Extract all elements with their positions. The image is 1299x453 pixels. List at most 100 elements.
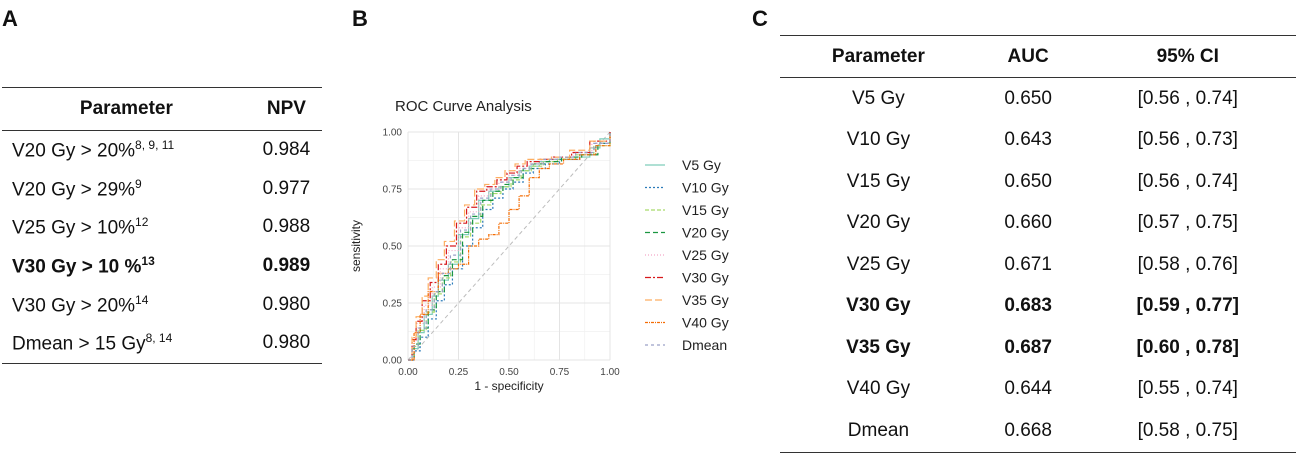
y-tick-label: 0.25 [383, 299, 403, 310]
header-ci: 95% CI [1079, 35, 1296, 78]
row-npv: 0.980 [250, 323, 322, 364]
panel-label-a: A [2, 6, 18, 31]
row-param: V30 Gy > 10 % [12, 256, 142, 278]
x-tick-label: 0.00 [398, 367, 418, 378]
row-param: V15 Gy [846, 170, 911, 192]
legend-label: V25 Gy [682, 247, 729, 263]
row-ref: 8, 14 [145, 331, 173, 346]
roc-chart: 0.000.00 0.25 0.25 0.50 0.50 0.75 0.75 1.00 1.00… [349, 98, 729, 393]
table-row: V40 Gy 0.644 [0.55 , 0.74] [780, 369, 1296, 411]
row-auc: 0.668 [976, 410, 1080, 453]
roc-series-v15-gy [408, 132, 611, 361]
row-auc: 0.643 [1004, 129, 1052, 151]
row-param: V20 Gy > 20% [12, 140, 136, 162]
row-npv: 0.980 [262, 293, 311, 315]
y-axis-label: sensitivity [349, 220, 363, 272]
panel-label-c: C [752, 6, 768, 31]
row-ci: [0.58 , 0.75] [1079, 410, 1296, 453]
header-parameter: Parameter [780, 35, 977, 78]
row-auc: 0.687 [1004, 336, 1052, 358]
row-ci: [0.55 , 0.74] [1137, 378, 1238, 400]
row-ref: 9 [135, 176, 142, 191]
legend-label: V10 Gy [682, 180, 729, 196]
legend-label: V30 Gy [682, 270, 729, 286]
row-npv: 0.989 [262, 255, 311, 277]
npv-table-header: Parameter NPV [2, 87, 322, 131]
x-axis-label: 1 - specificity [474, 379, 543, 393]
row-auc: 0.644 [1004, 378, 1052, 400]
header-parameter: Parameter [2, 87, 251, 131]
auc-table: Parameter AUC 95% CI V5 Gy 0.650 [0.56 , 0… [780, 35, 1296, 453]
row-auc: 0.650 [1004, 87, 1052, 109]
row-auc: 0.650 [1004, 170, 1052, 192]
table-row: V30 Gy > 10 %13 0.989 [2, 247, 322, 286]
legend-label: V35 Gy [682, 292, 729, 308]
row-param: V30 Gy > 20% [12, 294, 136, 316]
row-auc: 0.660 [1004, 212, 1052, 234]
table-row: Dmean 0.668 [0.58 , 0.75] [780, 410, 1296, 453]
y-tick-label: 0.00 [383, 356, 403, 367]
table-row: V10 Gy 0.643 [0.56 , 0.73] [780, 120, 1296, 162]
roc-series-v40-gy [408, 132, 611, 361]
row-ci: [0.57 , 0.75] [1137, 212, 1238, 234]
row-param: V35 Gy [846, 336, 911, 358]
row-param: V25 Gy > 10% [12, 217, 136, 239]
table-row: V25 Gy 0.671 [0.58 , 0.76] [780, 244, 1296, 286]
row-ci: [0.60 , 0.78] [1136, 336, 1239, 358]
table-row: V20 Gy > 20%8, 9, 11 0.984 [2, 131, 322, 170]
row-npv: 0.984 [262, 139, 311, 161]
row-param: V20 Gy > 29% [12, 179, 136, 201]
npv-table: Parameter NPV V20 Gy > 20%8, 9, 11 0.984 … [2, 87, 322, 364]
table-row: Dmean > 15 Gy8, 14 0.980 [2, 323, 322, 364]
table-row: V20 Gy > 29%9 0.977 [2, 170, 322, 209]
table-row: V30 Gy 0.683 [0.59 , 0.77] [780, 286, 1296, 328]
row-ci: [0.59 , 0.77] [1136, 295, 1239, 317]
panel-label-b: B [352, 6, 368, 31]
legend-label: V5 Gy [682, 157, 721, 173]
roc-series-v30-gy [408, 132, 611, 361]
row-ref: 13 [141, 253, 155, 268]
row-auc: 0.671 [1004, 253, 1052, 275]
row-param: V25 Gy [846, 253, 911, 275]
chart-title: ROC Curve Analysis [395, 98, 532, 115]
row-npv: 0.977 [262, 177, 311, 199]
row-ci: [0.56 , 0.74] [1137, 170, 1238, 192]
y-tick-label: 0.75 [383, 185, 403, 196]
table-row: V20 Gy 0.660 [0.57 , 0.75] [780, 203, 1296, 245]
x-tick-label: 0.50 [499, 367, 519, 378]
row-npv: 0.988 [262, 216, 311, 238]
x-tick-label: 0.25 [449, 367, 469, 378]
row-param: Dmean [780, 410, 977, 453]
auc-table-header: Parameter AUC 95% CI [780, 35, 1296, 78]
reference-line [407, 131, 611, 361]
row-param: Dmean > 15 Gy [12, 333, 146, 355]
header-npv: NPV [250, 87, 322, 131]
x-tick-label: 0.75 [550, 367, 570, 378]
row-param: V20 Gy [846, 212, 911, 234]
row-param: V30 Gy [846, 295, 911, 317]
row-ci: [0.58 , 0.76] [1137, 253, 1238, 275]
row-param: V40 Gy [846, 378, 911, 400]
legend-label: V15 Gy [682, 202, 729, 218]
x-tick-label: 1.00 [600, 367, 620, 378]
table-row: V30 Gy > 20%14 0.980 [2, 285, 322, 324]
row-ci: [0.56 , 0.73] [1137, 129, 1238, 151]
row-param: V10 Gy [846, 129, 911, 151]
table-row: V5 Gy 0.650 [0.56 , 0.74] [780, 78, 1296, 120]
table-row: V25 Gy > 10%12 0.988 [2, 208, 322, 247]
row-ref: 14 [135, 292, 149, 307]
legend-label: V20 Gy [682, 225, 729, 241]
legend-label: Dmean [682, 337, 727, 353]
table-row: V35 Gy 0.687 [0.60 , 0.78] [780, 327, 1296, 369]
table-row: V15 Gy 0.650 [0.56 , 0.74] [780, 161, 1296, 203]
roc-series-v35-gy [408, 132, 611, 361]
y-tick-label: 1.00 [383, 128, 403, 139]
row-ref: 8, 9, 11 [135, 138, 175, 153]
header-auc: AUC [976, 35, 1080, 78]
row-ci: [0.56 , 0.74] [1137, 87, 1238, 109]
y-tick-label: 0.50 [383, 242, 403, 253]
row-param: V5 Gy [851, 87, 905, 109]
legend-label: V40 Gy [682, 315, 729, 331]
row-auc: 0.683 [1004, 295, 1052, 317]
row-ref: 12 [135, 215, 149, 230]
